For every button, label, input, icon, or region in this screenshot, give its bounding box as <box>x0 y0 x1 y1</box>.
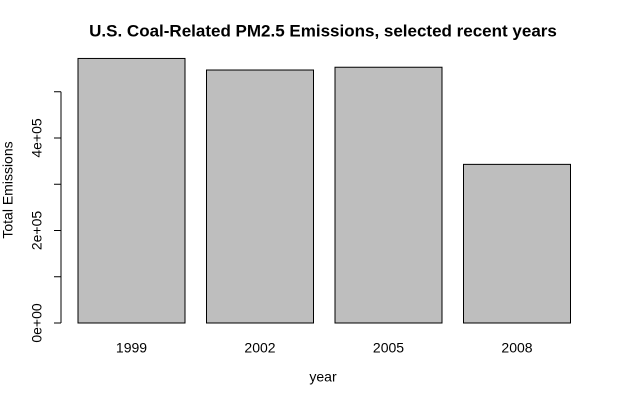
x-tick-label: 2005 <box>373 340 404 356</box>
bar <box>463 163 571 324</box>
y-tick-label: 2e+05 <box>29 211 45 251</box>
y-tick-label: 0e+00 <box>29 303 45 343</box>
chart-title: U.S. Coal-Related PM2.5 Emissions, selec… <box>89 21 557 40</box>
bar <box>334 66 443 324</box>
x-tick-label: 2008 <box>501 340 532 356</box>
x-tick-label: 2002 <box>244 340 275 356</box>
bar <box>77 57 186 324</box>
x-tick-label: 1999 <box>116 340 147 356</box>
y-tick-label: 4e+05 <box>29 118 45 158</box>
y-axis-title: Total Emissions <box>0 141 16 238</box>
bar <box>206 69 314 324</box>
x-axis-title: year <box>309 369 337 385</box>
